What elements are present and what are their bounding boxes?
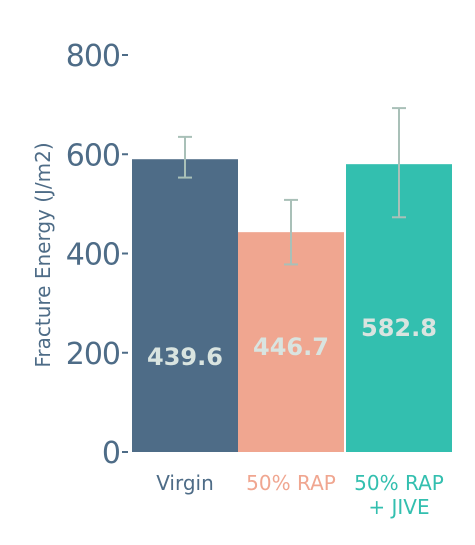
x-axis-labels: Virgin 50% RAP 50% RAP+ JIVE — [156, 471, 444, 519]
category-label: 50% RAP — [246, 471, 336, 495]
category-label: + JIVE — [368, 495, 429, 519]
bar — [238, 232, 344, 452]
value-labels: 439.6 446.7 582.8 — [147, 314, 437, 371]
category-label: 50% RAP — [354, 471, 444, 495]
y-tick-label: 200 — [66, 337, 120, 372]
y-tick-label: 800 — [66, 39, 120, 74]
y-tick-label: 400 — [66, 238, 120, 273]
bars — [132, 159, 452, 453]
bar — [132, 159, 238, 452]
data-label: 439.6 — [147, 343, 223, 371]
error-bars — [178, 107, 406, 266]
category-label: Virgin — [156, 471, 214, 495]
data-label: 446.7 — [253, 333, 329, 361]
y-tick-label: 0 — [102, 436, 120, 471]
data-label: 582.8 — [361, 314, 437, 342]
y-tick-label: 600 — [66, 138, 120, 173]
y-axis: 0 200 400 600 800 — [66, 39, 128, 471]
y-axis-title: Fracture Energy (J/m2) — [31, 142, 55, 367]
